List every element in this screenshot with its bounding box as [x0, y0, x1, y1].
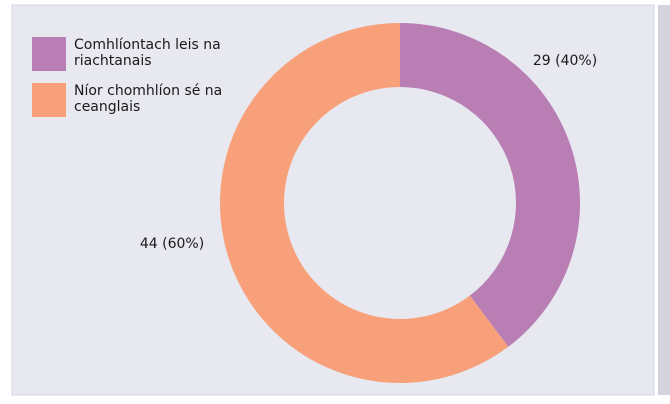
side-strip — [658, 5, 670, 395]
legend-swatch — [32, 37, 66, 71]
legend: Comhlíontach leis na riachtanais Níor cho… — [32, 37, 232, 129]
donut-slice — [219, 23, 509, 383]
data-label: 44 (60%) — [140, 236, 204, 252]
donut-slice — [400, 23, 581, 347]
legend-label: Comhlíontach leis na riachtanais — [74, 37, 221, 69]
legend-item: Comhlíontach leis na riachtanais — [32, 37, 232, 71]
legend-label: Níor chomhlíon sé na ceanglais — [74, 83, 223, 115]
legend-item: Níor chomhlíon sé na ceanglais — [32, 83, 232, 117]
data-label: 29 (40%) — [533, 53, 597, 69]
legend-swatch — [32, 83, 66, 117]
